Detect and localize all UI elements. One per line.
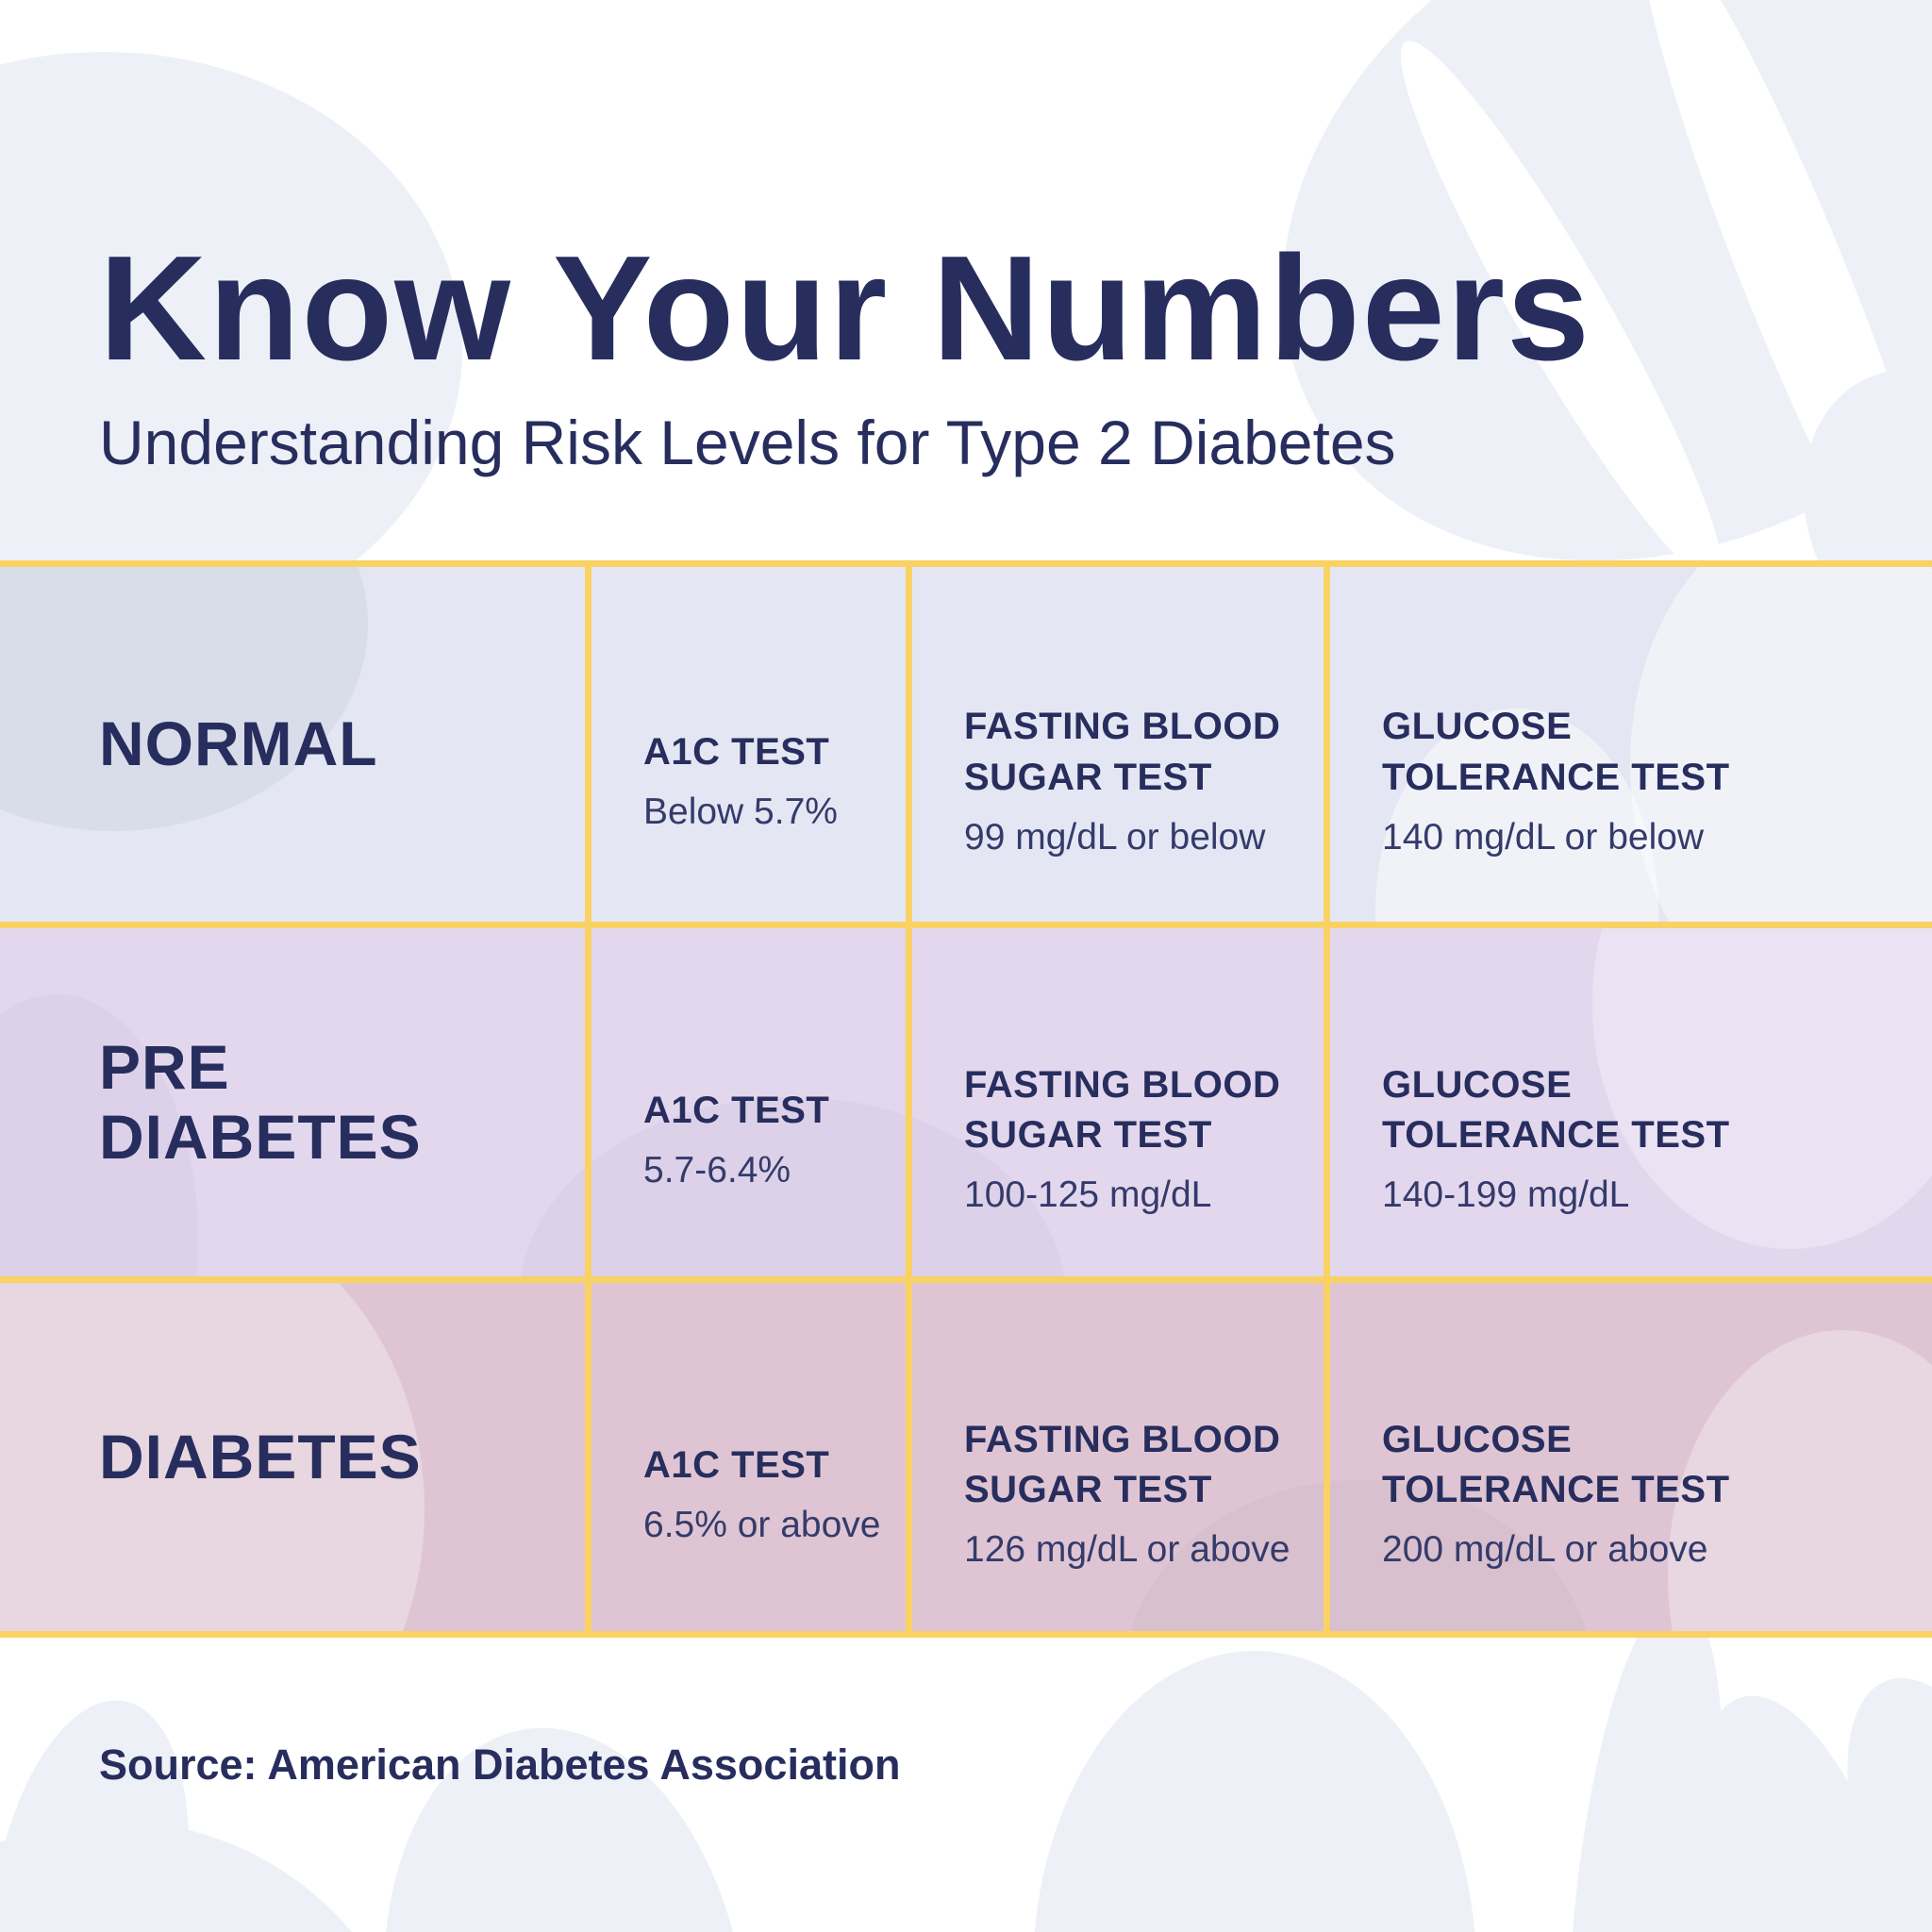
cell-a1c-test: A1C TEST 5.7-6.4%	[585, 928, 906, 1276]
footer: Source: American Diabetes Association	[99, 1740, 900, 1790]
cell-a1c-test: A1C TEST Below 5.7%	[585, 567, 906, 922]
risk-row-diabetes: DIABETES A1C TEST 6.5% or above FASTING …	[0, 1276, 1932, 1631]
row-label: DIABETES	[99, 1421, 422, 1491]
cell-value: 100-125 mg/dL	[964, 1174, 1212, 1216]
cell-value: 200 mg/dL or above	[1382, 1529, 1708, 1571]
cell-heading: A1C TEST	[643, 1443, 830, 1486]
cell-a1c-test: A1C TEST 6.5% or above	[585, 1283, 906, 1631]
cell-value: 5.7-6.4%	[643, 1149, 791, 1191]
cell-value: Below 5.7%	[643, 791, 838, 833]
cell-heading: FASTING BLOOD SUGAR TEST	[964, 706, 1281, 798]
row-label-cell: PRE DIABETES	[0, 928, 585, 1276]
cell-heading: FASTING BLOOD SUGAR TEST	[964, 1063, 1281, 1157]
cell-heading: GLUCOSE TOLERANCE TEST	[1382, 1418, 1730, 1511]
row-label: NORMAL	[99, 708, 378, 779]
page-subtitle: Understanding Risk Levels for Type 2 Dia…	[99, 408, 1396, 477]
cell-value: 140 mg/dL or below	[1382, 816, 1705, 858]
cell-fasting-blood-sugar-test: FASTING BLOOD SUGAR TEST 99 mg/dL or bel…	[906, 567, 1324, 922]
page-title: Know Your Numbers	[99, 225, 1591, 391]
blob-top-left	[0, 52, 462, 646]
risk-row-prediabetes: PRE DIABETES A1C TEST 5.7-6.4% FASTING B…	[0, 922, 1932, 1276]
row-label: PRE DIABETES	[99, 1031, 422, 1172]
cell-value: 140-199 mg/dL	[1382, 1174, 1630, 1216]
risk-row-normal: NORMAL A1C TEST Below 5.7% FASTING BLOOD…	[0, 567, 1932, 922]
cell-heading: A1C TEST	[643, 731, 830, 774]
cell-glucose-tolerance-test: GLUCOSE TOLERANCE TEST 140-199 mg/dL	[1324, 928, 1932, 1276]
header: Know Your Numbers Understanding Risk Lev…	[99, 234, 1591, 479]
blob-bottom-row	[0, 1595, 1932, 1932]
cell-heading: A1C TEST	[643, 1089, 830, 1131]
cell-fasting-blood-sugar-test: FASTING BLOOD SUGAR TEST 126 mg/dL or ab…	[906, 1283, 1324, 1631]
cell-heading: FASTING BLOOD SUGAR TEST	[964, 1418, 1281, 1511]
cell-value: 126 mg/dL or above	[964, 1529, 1291, 1571]
row-label-cell: NORMAL	[0, 567, 585, 922]
risk-table: NORMAL A1C TEST Below 5.7% FASTING BLOOD…	[0, 560, 1932, 1638]
cell-fasting-blood-sugar-test: FASTING BLOOD SUGAR TEST 100-125 mg/dL	[906, 928, 1324, 1276]
row-label-cell: DIABETES	[0, 1283, 585, 1631]
cell-glucose-tolerance-test: GLUCOSE TOLERANCE TEST 200 mg/dL or abov…	[1324, 1283, 1932, 1631]
cell-heading: GLUCOSE TOLERANCE TEST	[1382, 1063, 1730, 1157]
source-text: Source: American Diabetes Association	[99, 1740, 901, 1789]
cell-value: 99 mg/dL or below	[964, 816, 1266, 858]
cell-heading: GLUCOSE TOLERANCE TEST	[1382, 706, 1730, 798]
cell-value: 6.5% or above	[643, 1504, 881, 1545]
cell-glucose-tolerance-test: GLUCOSE TOLERANCE TEST 140 mg/dL or belo…	[1324, 567, 1932, 922]
